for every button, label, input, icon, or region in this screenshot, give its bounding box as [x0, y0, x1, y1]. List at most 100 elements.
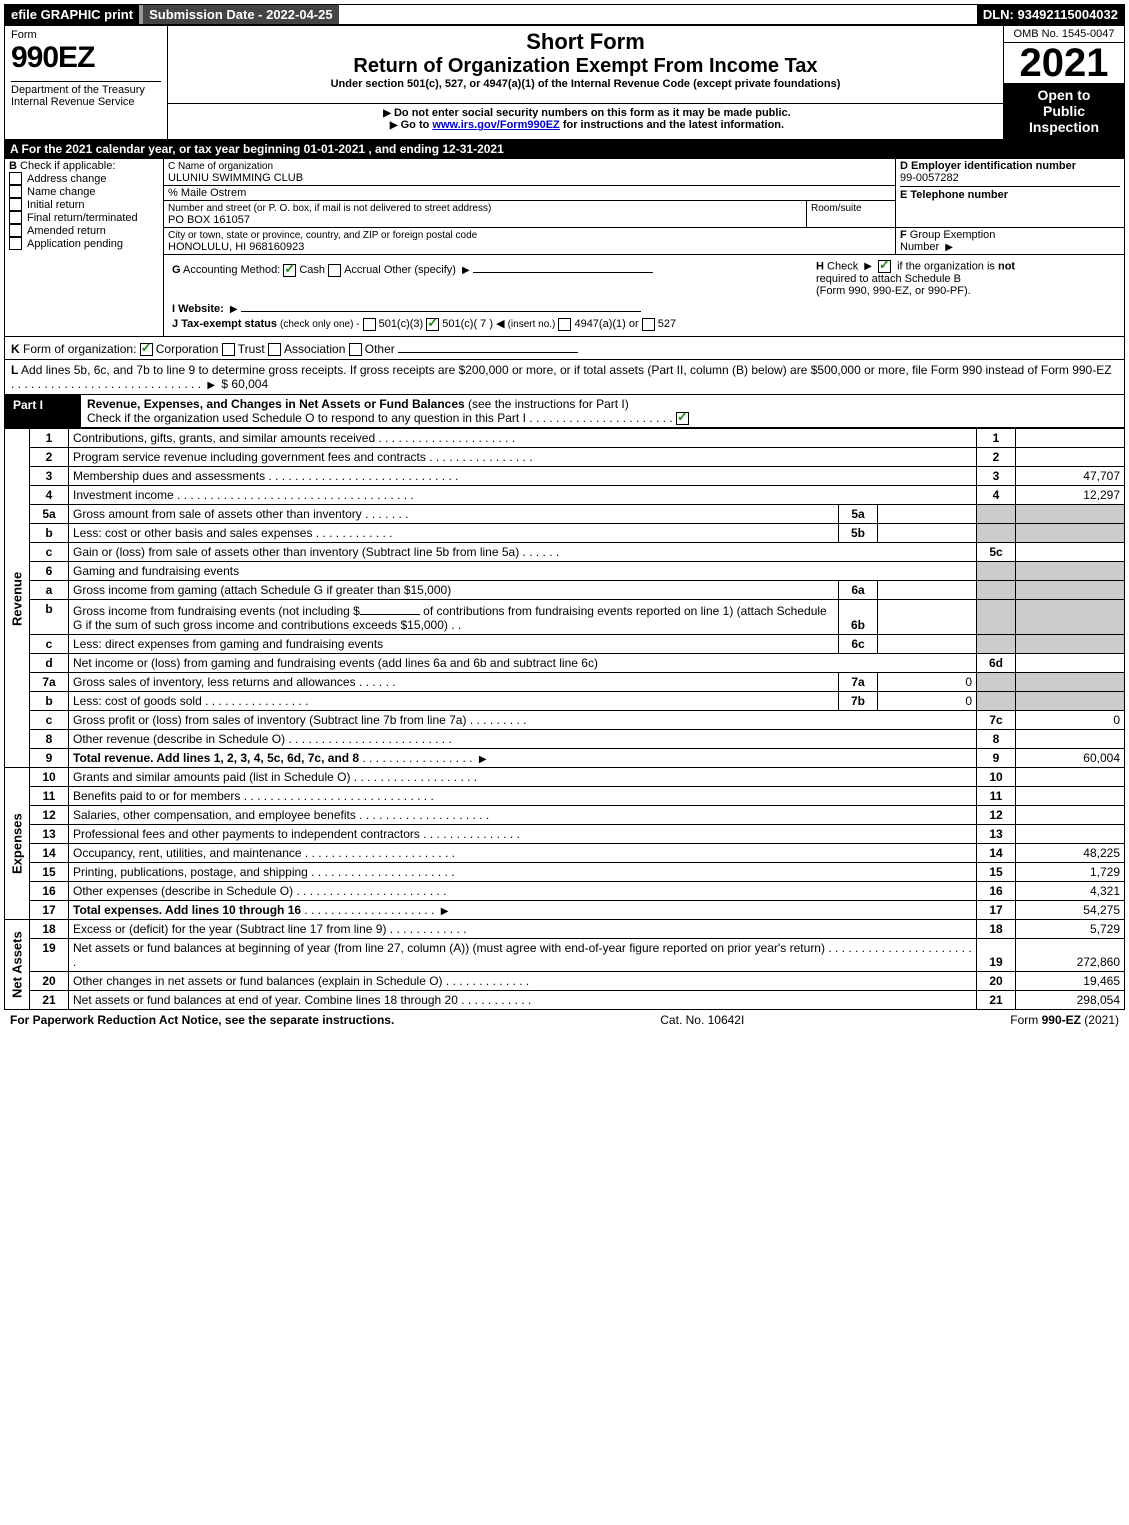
opt-association-checkbox[interactable] — [268, 343, 281, 356]
line-5a-desc: Gross amount from sale of assets other t… — [69, 505, 839, 524]
opt-initial-return[interactable]: Initial return — [9, 198, 159, 211]
line-5c-desc: Gain or (loss) from sale of assets other… — [69, 543, 977, 562]
opt-cash-checkbox[interactable] — [283, 264, 296, 277]
line-6a-num: a — [30, 581, 69, 600]
line-7a-desc: Gross sales of inventory, less returns a… — [69, 673, 839, 692]
line-3-rn: 3 — [977, 467, 1016, 486]
line-21-num: 21 — [30, 991, 69, 1010]
line-10-num: 10 — [30, 768, 69, 787]
line-5b-num: b — [30, 524, 69, 543]
opt-application-pending[interactable]: Application pending — [9, 237, 159, 250]
opt-501c-checkbox[interactable] — [426, 318, 439, 331]
line-j: J Tax-exempt status (check only one) - 5… — [168, 316, 1120, 332]
line-7a-desc-text: Gross sales of inventory, less returns a… — [73, 675, 356, 689]
line-6b-val-gray — [1016, 600, 1125, 635]
line-7b-num: b — [30, 692, 69, 711]
opt-501c-label: 501(c)( 7 ) — [442, 318, 493, 330]
revenue-section-label: Revenue — [5, 429, 30, 768]
line-4-num: 4 — [30, 486, 69, 505]
care-of: % Maile Ostrem — [168, 187, 246, 199]
opt-accrual-checkbox[interactable] — [328, 264, 341, 277]
opt-final-return[interactable]: Final return/terminated — [9, 211, 159, 224]
opt-527-checkbox[interactable] — [642, 318, 655, 331]
line-1-desc-text: Contributions, gifts, grants, and simila… — [73, 431, 375, 445]
line-6d-num: d — [30, 654, 69, 673]
line-2-desc: Program service revenue including govern… — [69, 448, 977, 467]
part1-label: Part I — [5, 395, 82, 428]
opt-4947-checkbox[interactable] — [558, 318, 571, 331]
opt-amended-return[interactable]: Amended return — [9, 224, 159, 237]
opt-corporation-checkbox[interactable] — [140, 343, 153, 356]
line-19-desc-text: Net assets or fund balances at beginning… — [73, 941, 825, 955]
row-8: 8 Other revenue (describe in Schedule O)… — [5, 730, 1125, 749]
line-2-num: 2 — [30, 448, 69, 467]
box-f-arrow — [942, 241, 956, 253]
line-18-val: 5,729 — [1016, 920, 1125, 939]
line-15-val: 1,729 — [1016, 863, 1125, 882]
line-7b-desc: Less: cost of goods sold . . . . . . . .… — [69, 692, 839, 711]
row-11: 11 Benefits paid to or for members . . .… — [5, 787, 1125, 806]
line-h-text4: (Form 990, 990-EZ, or 990-PF). — [816, 285, 971, 297]
opt-trust-checkbox[interactable] — [222, 343, 235, 356]
line-7c-rn: 7c — [977, 711, 1016, 730]
city-label: City or town, state or province, country… — [168, 230, 477, 241]
goto-prefix: Go to — [401, 119, 433, 131]
line-5c-num: c — [30, 543, 69, 562]
line-9-desc-text: Total revenue. Add lines 1, 2, 3, 4, 5c,… — [73, 751, 359, 765]
opt-501c3-label: 501(c)(3) — [379, 318, 424, 330]
line-12-desc: Salaries, other compensation, and employ… — [69, 806, 977, 825]
line-19-rn: 19 — [977, 939, 1016, 972]
line-6b-pre: Gross income from fundraising events (no… — [73, 604, 360, 618]
row-17: 17 Total expenses. Add lines 10 through … — [5, 901, 1125, 920]
line-7b-sv: 0 — [878, 692, 977, 711]
opt-501c3-checkbox[interactable] — [363, 318, 376, 331]
goto-suffix: for instructions and the latest informat… — [560, 119, 784, 131]
footer-right-suffix: (2021) — [1081, 1013, 1119, 1027]
line-4-desc-text: Investment income — [73, 488, 174, 502]
row-5b: b Less: cost or other basis and sales ex… — [5, 524, 1125, 543]
line-16-val: 4,321 — [1016, 882, 1125, 901]
box-c-label: C Name of organization — [168, 161, 273, 172]
line-16-desc-text: Other expenses (describe in Schedule O) — [73, 884, 293, 898]
row-6a: a Gross income from gaming (attach Sched… — [5, 581, 1125, 600]
row-9: 9 Total revenue. Add lines 1, 2, 3, 4, 5… — [5, 749, 1125, 768]
footer-mid: Cat. No. 10642I — [660, 1013, 744, 1027]
form-word: Form — [11, 29, 161, 41]
line-6c-desc: Less: direct expenses from gaming and fu… — [69, 635, 839, 654]
line-h-checkbox[interactable] — [878, 260, 891, 273]
irs-link[interactable]: www.irs.gov/Form990EZ — [432, 119, 559, 131]
form-header-table: Form 990EZ Department of the Treasury In… — [4, 25, 1125, 140]
part1-schedule-o-checkbox[interactable] — [676, 412, 689, 425]
line-9-val: 60,004 — [1016, 749, 1125, 768]
opt-address-change[interactable]: Address change — [9, 172, 159, 185]
line-8-num: 8 — [30, 730, 69, 749]
part1-note: (see the instructions for Part I) — [468, 397, 629, 411]
part1-lines-table: Revenue 1 Contributions, gifts, grants, … — [4, 428, 1125, 1010]
line-1-num: 1 — [30, 429, 69, 448]
opt-other-org-checkbox[interactable] — [349, 343, 362, 356]
line-11-desc: Benefits paid to or for members . . . . … — [69, 787, 977, 806]
line-13-num: 13 — [30, 825, 69, 844]
room-label: Room/suite — [811, 203, 862, 214]
line-12-desc-text: Salaries, other compensation, and employ… — [73, 808, 356, 822]
line-g-letter: G — [172, 264, 181, 276]
line-i-label: Website: — [178, 303, 224, 315]
row-5c: c Gain or (loss) from sale of assets oth… — [5, 543, 1125, 562]
line-7c-desc-text: Gross profit or (loss) from sales of inv… — [73, 713, 466, 727]
line-8-desc-text: Other revenue (describe in Schedule O) — [73, 732, 285, 746]
box-f-text1: Group Exemption — [910, 229, 996, 241]
part1-check-line: Check if the organization used Schedule … — [87, 411, 526, 425]
line-18-desc-text: Excess or (deficit) for the year (Subtra… — [73, 922, 386, 936]
line-10-rn: 10 — [977, 768, 1016, 787]
line-15-desc: Printing, publications, postage, and shi… — [69, 863, 977, 882]
opt-name-change[interactable]: Name change — [9, 185, 159, 198]
line-6c-val-gray — [1016, 635, 1125, 654]
page-footer: For Paperwork Reduction Act Notice, see … — [4, 1010, 1125, 1030]
box-c-name: C Name of organization ULUNIU SWIMMING C… — [164, 159, 896, 186]
row-10: Expenses 10 Grants and similar amounts p… — [5, 768, 1125, 787]
line-7a-sv: 0 — [878, 673, 977, 692]
line-7c-val: 0 — [1016, 711, 1125, 730]
opt-corporation-label: Corporation — [156, 342, 219, 356]
line-a-tax-year: A For the 2021 calendar year, or tax yea… — [4, 140, 1125, 158]
line-6b-sv — [878, 600, 977, 635]
